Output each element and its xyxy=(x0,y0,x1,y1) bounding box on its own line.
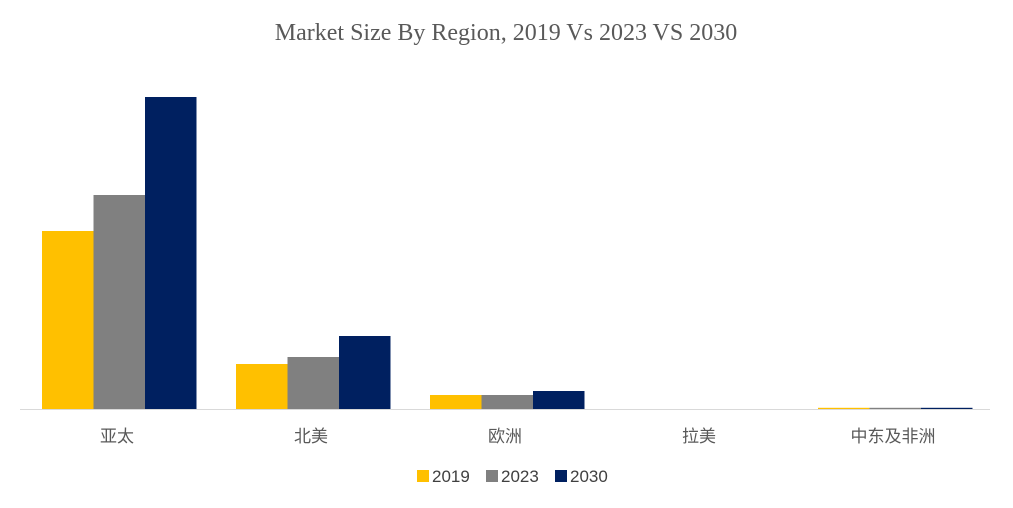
bar-2030-1 xyxy=(339,336,391,409)
category-label: 北美 xyxy=(294,427,328,447)
legend-label-2030: 2030 xyxy=(570,467,608,486)
bars-group xyxy=(42,97,973,409)
category-label: 拉美 xyxy=(682,427,716,447)
bar-2019-0 xyxy=(42,231,94,409)
category-label: 中东及非洲 xyxy=(851,427,936,447)
legend-swatch-2023 xyxy=(486,470,498,482)
legend: 2019 2023 2030 xyxy=(417,467,608,486)
bar-2023-2 xyxy=(481,395,533,409)
bar-2019-4 xyxy=(818,407,870,409)
category-label: 亚太 xyxy=(100,427,134,447)
legend-label-2019: 2019 xyxy=(432,467,470,486)
category-label: 欧洲 xyxy=(488,427,522,447)
category-labels: 亚太 北美 欧洲 拉美 中东及非洲 xyxy=(100,427,936,447)
bar-2030-0 xyxy=(145,97,197,409)
bar-2023-1 xyxy=(287,357,339,409)
bar-2023-4 xyxy=(869,407,921,409)
legend-swatch-2019 xyxy=(417,470,429,482)
legend-label-2023: 2023 xyxy=(501,467,539,486)
chart-title: Market Size By Region, 2019 Vs 2023 VS 2… xyxy=(275,20,737,46)
bar-2019-2 xyxy=(430,395,482,409)
bar-2030-2 xyxy=(533,391,585,409)
legend-swatch-2030 xyxy=(555,470,567,482)
bar-2030-4 xyxy=(921,407,973,409)
bar-2019-1 xyxy=(236,364,288,409)
bar-2023-0 xyxy=(93,195,145,409)
